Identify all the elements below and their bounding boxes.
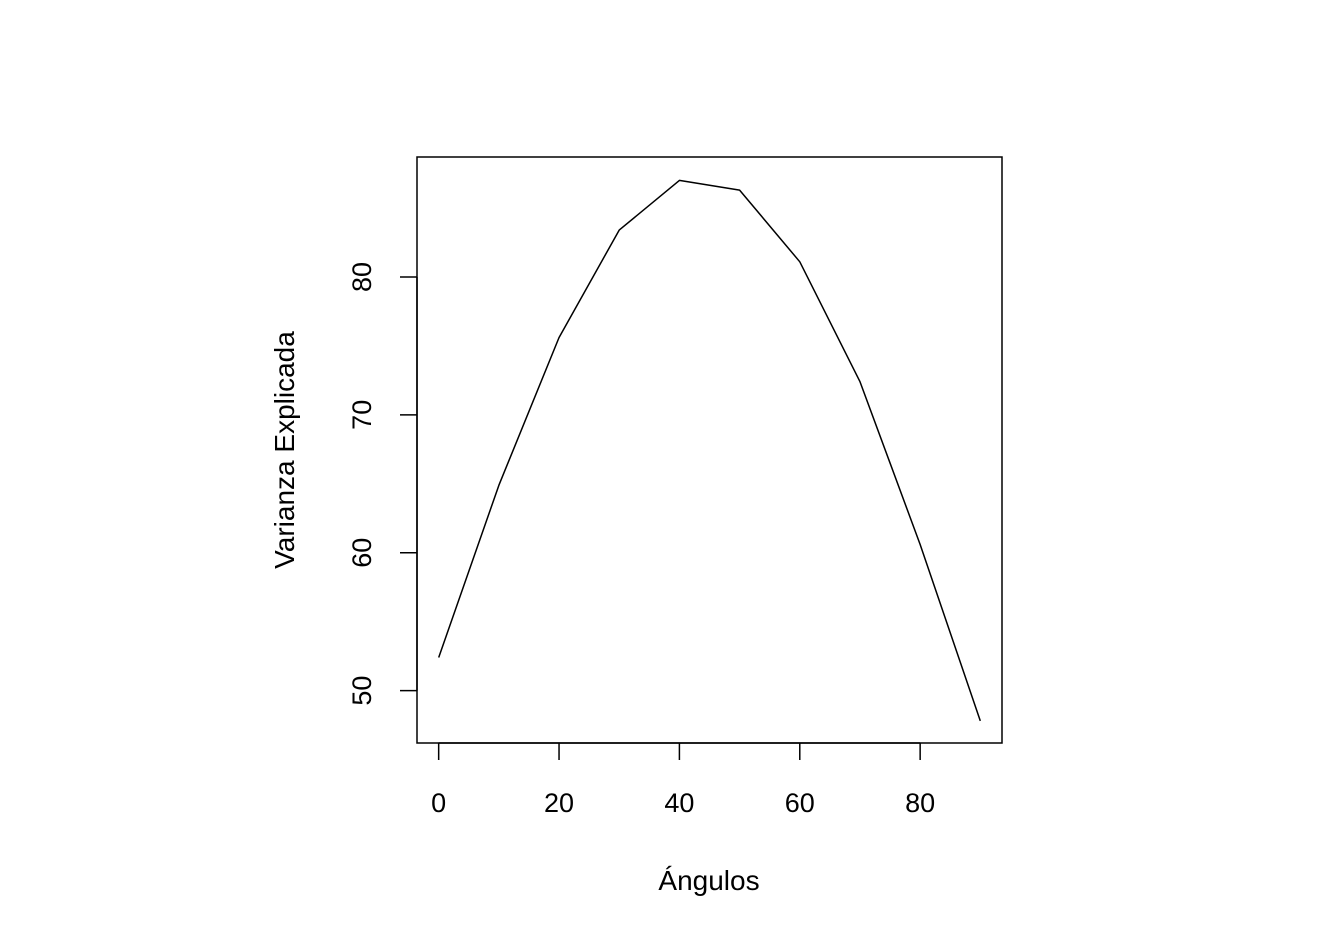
x-tick-label: 0: [431, 788, 446, 818]
x-tick-label: 60: [785, 788, 815, 818]
y-tick-label: 50: [347, 676, 377, 706]
x-tick-label: 40: [664, 788, 694, 818]
x-tick-label: 80: [905, 788, 935, 818]
series-line: [437, 179, 982, 722]
y-tick-label: 60: [347, 538, 377, 568]
y-tick-label: 80: [347, 262, 377, 292]
y-axis-title: Varianza Explicada: [269, 331, 300, 569]
x-tick-label: 20: [544, 788, 574, 818]
y-axis: 50 60 70 80: [347, 262, 418, 706]
x-axis: 0 20 40 60 80: [431, 742, 935, 818]
x-axis-title: Ángulos: [658, 865, 759, 896]
plot-box: [416, 156, 1003, 744]
y-tick-label: 70: [347, 400, 377, 430]
